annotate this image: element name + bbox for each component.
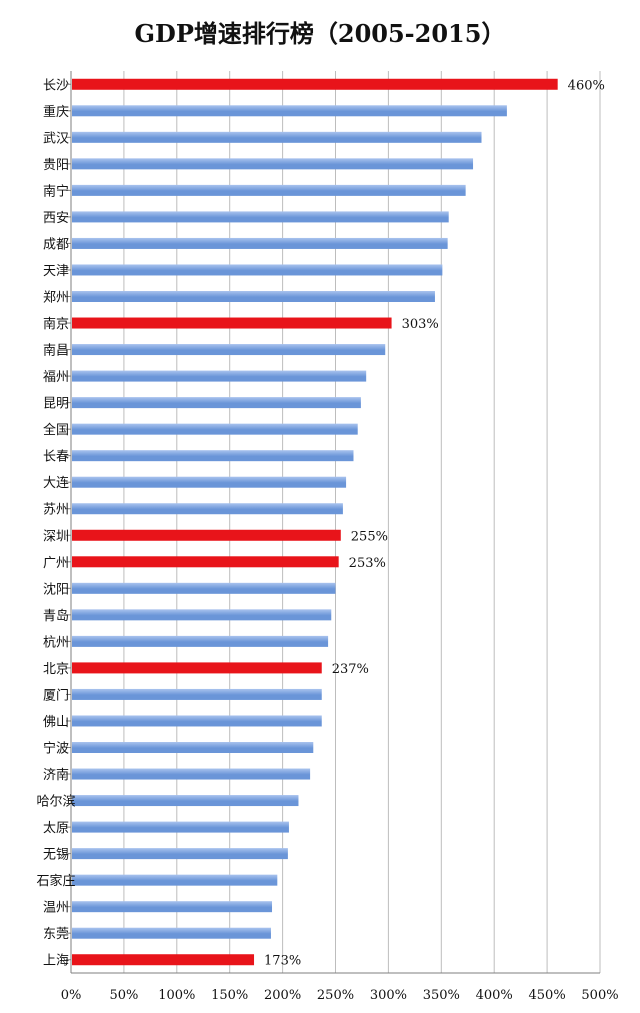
bar [72, 742, 314, 753]
category-label: 青岛 [43, 608, 69, 624]
category-label: 长沙 [43, 78, 69, 93]
category-label: 重庆 [43, 104, 69, 120]
bar [72, 476, 347, 488]
x-tick-label: 100% [158, 988, 195, 1003]
category-label: 南京 [43, 316, 69, 332]
category-label: 南昌 [43, 343, 69, 359]
category-label: 天津 [43, 264, 69, 279]
bar [72, 344, 386, 356]
category-label: 石家庄 [36, 873, 75, 889]
category-label: 大连 [43, 475, 69, 491]
category-label: 福州 [43, 370, 69, 385]
bar-highlighted [72, 317, 392, 329]
category-label: 杭州 [43, 635, 69, 650]
bar [72, 291, 435, 302]
x-tick-label: 500% [581, 988, 618, 1003]
category-label: 无锡 [43, 848, 69, 863]
category-label: 温州 [43, 901, 69, 916]
category-label: 南宁 [43, 183, 69, 199]
category-label: 佛山 [43, 715, 69, 730]
x-tick-label: 0% [61, 988, 82, 1003]
bar [72, 848, 288, 860]
data-label: 237% [332, 662, 369, 677]
bar [72, 370, 367, 382]
x-tick-label: 200% [264, 988, 301, 1003]
x-tick-label: 400% [476, 988, 513, 1003]
bar [72, 105, 507, 117]
bar [72, 715, 322, 727]
bar [72, 397, 361, 409]
bar [72, 688, 322, 700]
bar [72, 450, 354, 462]
category-label: 西安 [43, 211, 69, 226]
bar [72, 131, 482, 143]
x-tick-label: 250% [317, 988, 354, 1003]
category-label: 上海 [43, 954, 69, 969]
grid-lines [66, 71, 601, 974]
bar-highlighted [72, 954, 255, 966]
category-label: 厦门 [43, 688, 69, 703]
category-label: 郑州 [43, 291, 69, 306]
bar-highlighted [72, 662, 322, 674]
bar [72, 582, 336, 594]
category-label: 成都 [43, 237, 69, 252]
bar [72, 184, 466, 196]
x-tick-label: 300% [370, 988, 407, 1003]
bar [72, 901, 273, 913]
category-label: 东莞 [43, 927, 69, 942]
labels: 0% 50% 100% 150% 200% 250% 300% 350% 400% 450% 500… [36, 78, 618, 1003]
bar [72, 768, 311, 780]
category-label: 贵阳 [43, 158, 69, 173]
data-label: 460% [568, 78, 605, 93]
data-label: 173% [264, 954, 301, 969]
category-label: 济南 [43, 767, 69, 783]
category-label: 北京 [43, 662, 69, 677]
x-tick-label: 150% [211, 988, 248, 1003]
chart-title: GDP增速排行榜（2005-2015） [134, 19, 506, 48]
bar [72, 821, 289, 833]
category-label: 广州 [43, 556, 69, 571]
category-label: 武汉 [43, 131, 69, 146]
bar [72, 927, 271, 939]
category-label: 哈尔滨 [36, 794, 75, 810]
category-label: 苏州 [43, 502, 69, 518]
data-label: 253% [349, 556, 386, 571]
category-label: 长春 [43, 450, 69, 465]
bar [72, 211, 449, 223]
category-label: 昆明 [43, 397, 69, 412]
bar [72, 264, 443, 276]
category-label: 全国 [43, 422, 69, 438]
bar [72, 423, 358, 435]
data-label: 255% [351, 529, 388, 544]
bar-highlighted [72, 556, 339, 568]
bar [72, 795, 299, 807]
bar [72, 635, 329, 647]
category-label: 深圳 [43, 529, 69, 544]
category-label: 沈阳 [43, 582, 69, 597]
x-tick-label: 50% [109, 988, 138, 1003]
x-tick-label: 450% [529, 988, 566, 1003]
bars [72, 78, 558, 966]
bar [72, 503, 343, 515]
bar [72, 237, 448, 249]
bar [72, 874, 278, 886]
bar [72, 609, 332, 621]
x-tick-label: 350% [423, 988, 460, 1003]
bar-highlighted [72, 78, 558, 90]
bar-highlighted [72, 529, 341, 541]
data-label: 303% [402, 317, 439, 332]
category-label: 宁波 [43, 741, 69, 757]
category-label: 太原 [43, 821, 69, 836]
bar [72, 158, 474, 170]
